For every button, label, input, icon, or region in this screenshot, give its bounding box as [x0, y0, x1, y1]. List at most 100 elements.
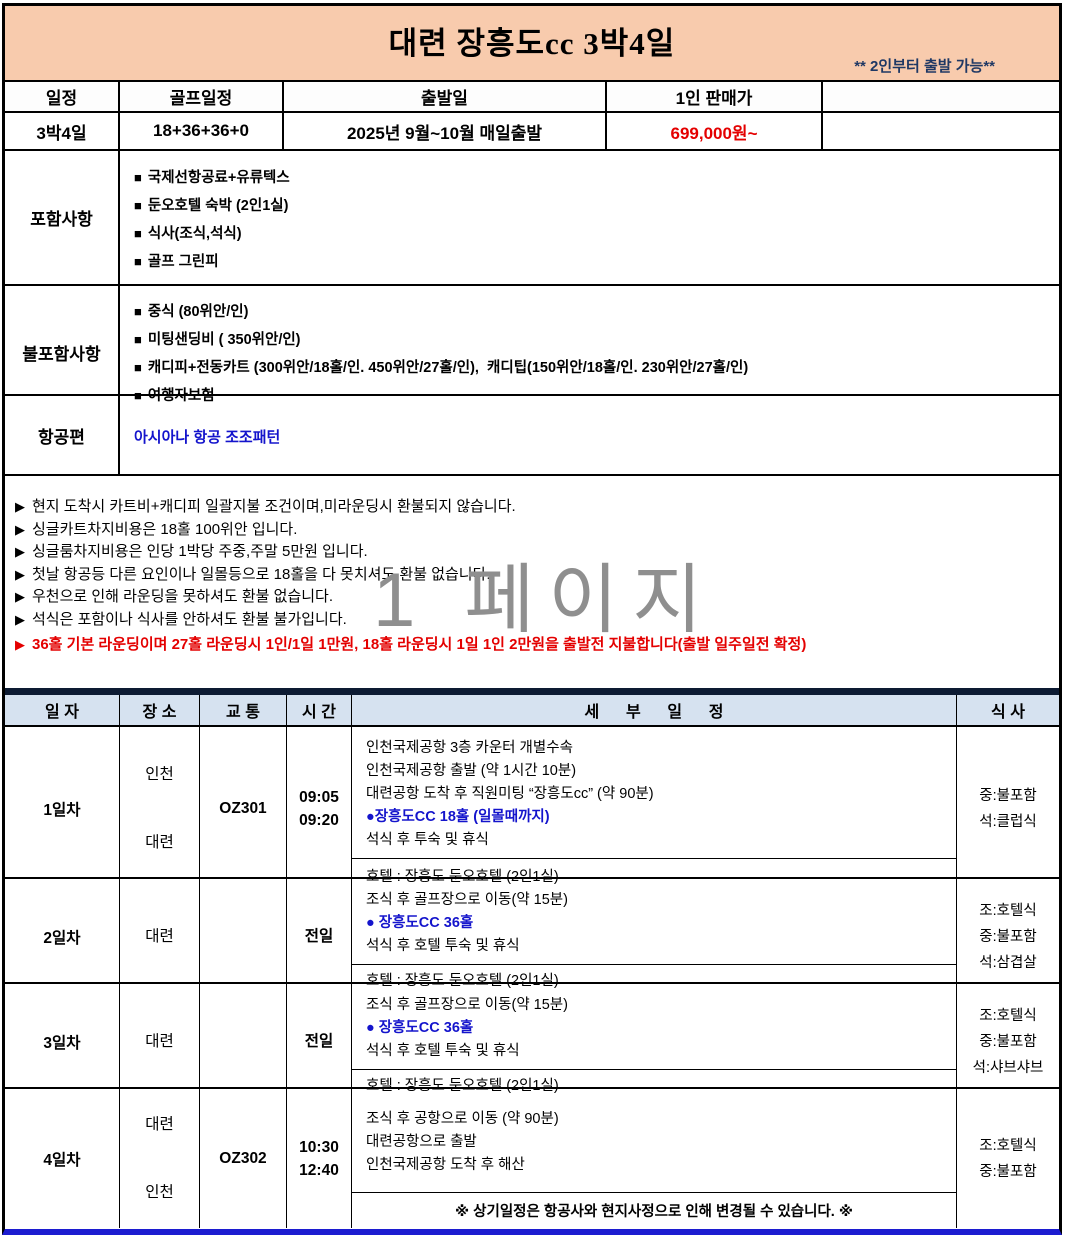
- itinerary-row-day1: 1일차 인천 대련 OZ301 09:05 09:20 인천국제공항 3층 카운터 …: [5, 727, 1059, 891]
- document-sheet: 대련 장흥도cc 3박4일 ** 2인부터 출발 가능** 일정 골프일정 출발…: [2, 3, 1062, 1235]
- hotel-line: 호텔 : 장흥도 둔오호텔 (2인1실): [352, 964, 956, 994]
- detail-line-golf: ● 장흥도CC 36홀: [366, 1020, 474, 1036]
- excluded-label: 불포함사항: [5, 286, 120, 418]
- notice-line: ▶ 싱글카트차지비용은 18홀 100위안 입니다.: [15, 520, 298, 538]
- detail-line: 인천국제공항 3층 카운터 개별수속: [366, 740, 573, 756]
- section-excluded: 불포함사항 ■ 중식 (80위안/인) ■ 미팅샌딩비 ( 350위안/인) ■ 캐디…: [5, 286, 1059, 418]
- flight-label: 항공편: [5, 396, 120, 474]
- itinerary-header: 일 자 장 소 교 통 시 간 세 부 일 정 식 사: [5, 695, 1059, 727]
- detail-line: 석식 후 호텔 투숙 및 휴식: [366, 938, 520, 954]
- hotel-line: 호텔 : 장흥도 둔오호텔 (2인1실): [352, 858, 956, 891]
- square-bullet-icon: ■: [134, 197, 142, 213]
- schedule-value: 3박4일: [5, 113, 120, 151]
- place-cell: 대련 인천: [120, 1089, 200, 1228]
- day-label: 3일차: [5, 984, 120, 1099]
- notice-line: ▶ 현지 도착시 카트비+캐디피 일괄지불 조건이며,미라운딩시 환불되지 않습니…: [15, 498, 516, 515]
- time-cell: 전일: [287, 879, 352, 994]
- arrow-bullet-icon: ▶: [15, 589, 25, 604]
- place-cell: 대련: [120, 879, 200, 994]
- flight-number: OZ302: [200, 1089, 287, 1228]
- day-label: 4일차: [5, 1089, 120, 1228]
- included-items: ■ 국제선항공료+유류텍스 ■ 둔오호텔 숙박 (2인1실) ■ 식사(조식,석식) …: [120, 151, 1059, 284]
- detail-line: 조식 후 골프장으로 이동(약 15분): [366, 892, 568, 908]
- list-item: ■ 골프 그린피: [134, 253, 219, 270]
- detail-line: 인천국제공항 도착 후 해산: [366, 1157, 525, 1173]
- notice-line: ▶ 석식은 포함이나 식사를 안하셔도 환불 불가입니다.: [15, 610, 347, 628]
- square-bullet-icon: ■: [134, 225, 142, 241]
- departure-note: ** 2인부터 출발 가능**: [854, 58, 995, 75]
- detail-line: 석식 후 호텔 투숙 및 휴식: [366, 1043, 520, 1059]
- notice-line-red: ▶ 36홀 기본 라운딩이며 27홀 라운딩시 1인/1일 1만원, 18홀 라운…: [15, 636, 807, 653]
- detail-line: 조식 후 공항으로 이동 (약 90분): [366, 1111, 559, 1127]
- detail-line-golf: ● 장흥도CC 36홀: [366, 915, 474, 931]
- title-banner: 대련 장흥도cc 3박4일 ** 2인부터 출발 가능**: [5, 6, 1059, 82]
- golf-value: 18+36+36+0: [120, 113, 284, 151]
- arrow-bullet-icon: ▶: [15, 566, 25, 582]
- col-schedule: 일정: [5, 82, 120, 113]
- itinerary-row-day4: 4일차 대련 인천 OZ302 10:30 12:40 조식 후 공항으로 이동 (…: [5, 1089, 1059, 1228]
- detail-cell: 조식 후 골프장으로 이동(약 15분) ● 장흥도CC 36홀 석식 후 호텔…: [352, 984, 957, 1099]
- square-bullet-icon: ■: [134, 332, 142, 347]
- arrow-bullet-icon: ▶: [15, 611, 25, 627]
- list-item: ■ 미팅샌딩비 ( 350위안/인): [134, 332, 301, 348]
- price-value: 699,000원~: [607, 113, 823, 151]
- itinerary-row-day3: 3일차 대련 전일 조식 후 골프장으로 이동(약 15분) ● 장흥도CC 3…: [5, 984, 1059, 1099]
- col-extra: [823, 82, 1059, 113]
- day-label: 2일차: [5, 879, 120, 994]
- notice-line: ▶ 싱글룸차지비용은 인당 1박당 주중,주말 5만원 입니다.: [15, 543, 368, 560]
- notice-line: ▶ 우천으로 인해 라운딩을 못하셔도 환불 없습니다.: [15, 588, 334, 605]
- list-item: ■ 중식 (80위안/인): [134, 304, 249, 320]
- col-departure: 출발일: [284, 82, 607, 113]
- square-bullet-icon: ■: [134, 360, 142, 375]
- col-price: 1인 판매가: [607, 82, 823, 113]
- square-bullet-icon: ■: [134, 253, 142, 269]
- square-bullet-icon: ■: [134, 169, 142, 185]
- col-golf: 골프일정: [120, 82, 284, 113]
- flight-number: [200, 879, 287, 994]
- departure-value: 2025년 9월~10월 매일출발: [284, 113, 607, 151]
- list-item: ■ 국제선항공료+유류텍스: [134, 169, 290, 186]
- meal-cell: 조:호텔식 중:불포함 석:샤브샤브: [972, 1007, 1044, 1076]
- col-meal: 식 사: [991, 704, 1025, 721]
- list-item: ■ 여행자보험: [134, 388, 215, 404]
- arrow-bullet-icon: ▶: [15, 499, 25, 514]
- hotel-line: 호텔 : 장흥도 둔오호텔 (2인1실): [352, 1069, 956, 1099]
- flight-number: OZ301: [200, 727, 287, 891]
- detail-cell: 인천국제공항 3층 카운터 개별수속 인천국제공항 출발 (약 1시간 10분)…: [352, 727, 957, 891]
- flight-items: 아시아나 항공 조조패턴: [120, 396, 1059, 474]
- place-cell: 대련: [120, 984, 200, 1099]
- arrow-bullet-icon: ▶: [15, 637, 25, 652]
- arrow-bullet-icon: ▶: [15, 544, 25, 559]
- col-day: 일 자: [5, 695, 120, 725]
- included-label: 포함사항: [5, 151, 120, 284]
- excluded-items: ■ 중식 (80위안/인) ■ 미팅샌딩비 ( 350위안/인) ■ 캐디피+전동카트…: [120, 286, 1059, 418]
- time-cell: 전일: [287, 984, 352, 1099]
- extra-value: [823, 113, 1059, 151]
- list-item: ■ 식사(조식,석식): [134, 225, 242, 242]
- col-transport: 교 통: [200, 695, 287, 725]
- detail-line: 대련공항 도착 후 직원미팅 “장흥도cc” (약 90분): [366, 786, 654, 802]
- page-title: 대련 장흥도cc 3박4일: [388, 26, 676, 61]
- square-bullet-icon: ■: [134, 304, 142, 319]
- list-item: ■ 둔오호텔 숙박 (2인1실): [134, 197, 289, 214]
- meal-cell: 조:호텔식 중:불포함 석:삼겹살: [979, 902, 1037, 971]
- flight-number: [200, 984, 287, 1099]
- flight-pattern: 아시아나 항공 조조패턴: [134, 428, 281, 446]
- detail-cell: 조식 후 골프장으로 이동(약 15분) ● 장흥도CC 36홀 석식 후 호텔…: [352, 879, 957, 994]
- square-bullet-icon: ■: [134, 388, 142, 403]
- place-cell: 인천 대련: [120, 727, 200, 891]
- notice-line: ▶ 첫날 항공등 다른 요인이나 일몰등으로 18홀을 다 못치셔도 환불 없습니…: [15, 565, 491, 583]
- detail-cell: 조식 후 공항으로 이동 (약 90분) 대련공항으로 출발 인천국제공항 도착…: [352, 1089, 957, 1228]
- itinerary-row-day2: 2일차 대련 전일 조식 후 골프장으로 이동(약 15분) ● 장흥도CC 3…: [5, 879, 1059, 994]
- list-item: ■ 캐디피+전동카트 (300위안/18홀/인. 450위안/27홀/인), 캐디…: [134, 360, 749, 376]
- day-label: 1일차: [5, 727, 120, 891]
- summary-table-header: 일정 골프일정 출발일 1인 판매가: [5, 82, 1059, 113]
- itinerary-table: 일 자 장 소 교 통 시 간 세 부 일 정 식 사 1일차 인천 대련 OZ3…: [5, 688, 1059, 1228]
- detail-line: 석식 후 투숙 및 휴식: [366, 832, 489, 848]
- detail-line: 대련공항으로 출발: [366, 1134, 477, 1150]
- detail-line: 조식 후 골프장으로 이동(약 15분): [366, 997, 568, 1013]
- summary-table-row: 3박4일 18+36+36+0 2025년 9월~10월 매일출발 699,00…: [5, 113, 1059, 151]
- section-included: 포함사항 ■ 국제선항공료+유류텍스 ■ 둔오호텔 숙박 (2인1실) ■ 식사(조식…: [5, 151, 1059, 286]
- meal-cell: 중:불포함 석:클럽식: [979, 788, 1037, 830]
- col-time: 시 간: [287, 695, 352, 725]
